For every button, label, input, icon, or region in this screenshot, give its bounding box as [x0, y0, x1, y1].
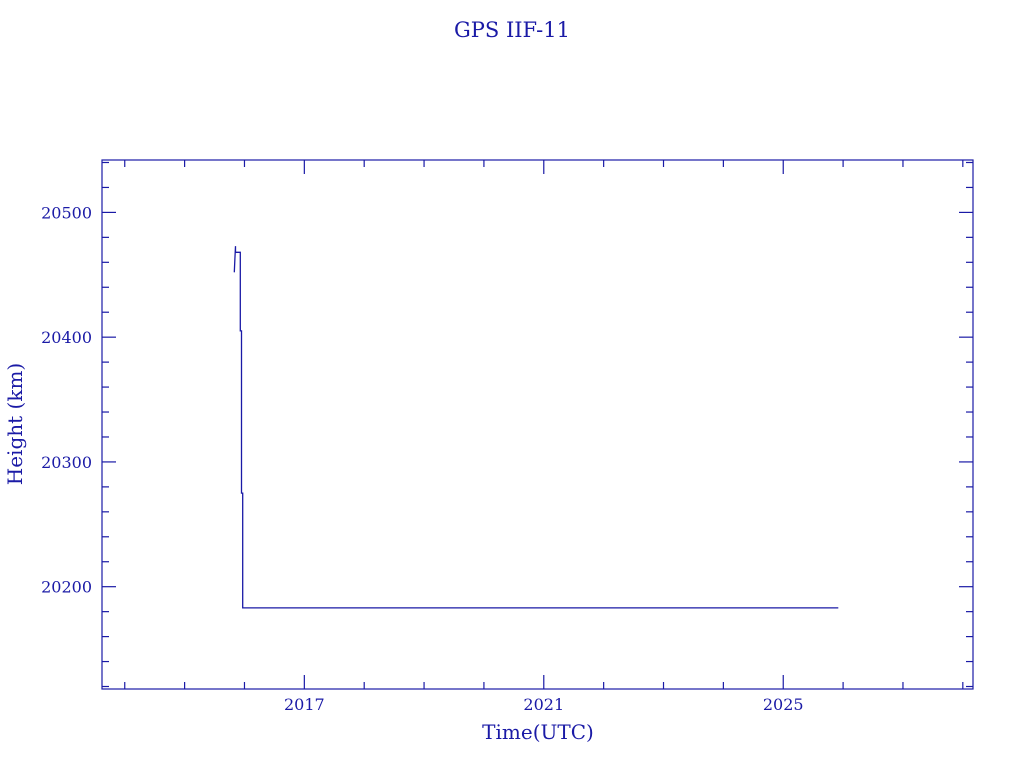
x-axis-label: Time(UTC)	[482, 720, 594, 744]
chart-title: GPS IIF-11	[454, 18, 570, 42]
x-tick-label: 2025	[763, 695, 804, 714]
y-tick-label: 20300	[41, 453, 92, 472]
y-tick-label: 20200	[41, 578, 92, 597]
y-tick-label: 20400	[41, 328, 92, 347]
x-tick-label: 2021	[523, 695, 564, 714]
x-tick-label: 2017	[284, 695, 325, 714]
y-axis-label: Height (km)	[3, 363, 27, 485]
series-line-0	[233, 246, 839, 609]
y-tick-label: 20500	[41, 203, 92, 222]
plot-frame	[101, 159, 974, 690]
